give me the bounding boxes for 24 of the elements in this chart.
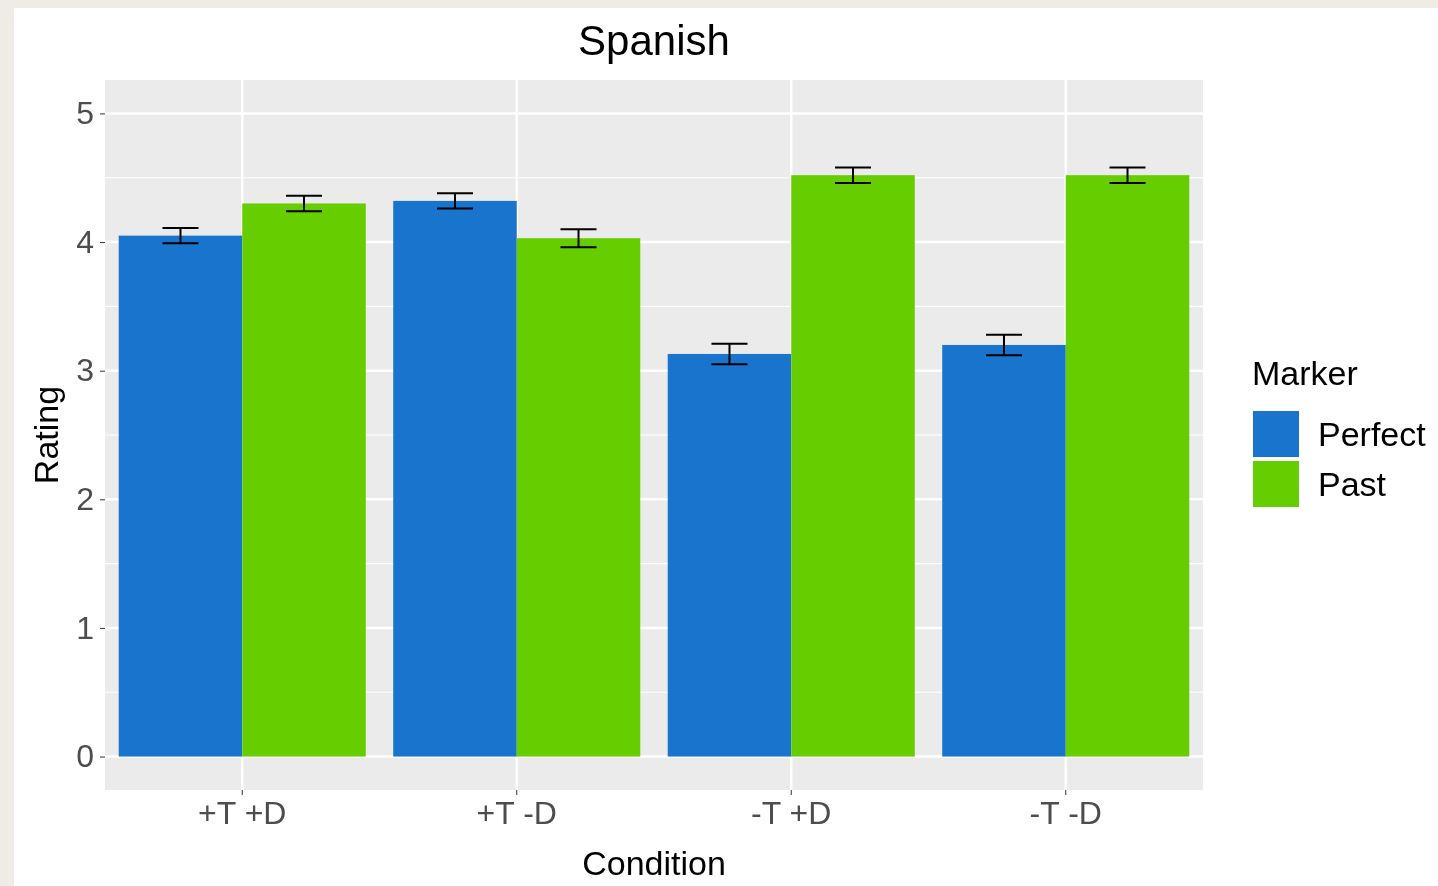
- y-tick-label: 5: [76, 95, 94, 132]
- bar: [118, 235, 243, 757]
- legend-label: Perfect: [1318, 415, 1427, 453]
- x-tick-label: -T -D: [1029, 794, 1102, 831]
- x-axis-title: Condition: [582, 844, 726, 882]
- y-axis-title: Rating: [27, 385, 65, 485]
- chart-title: Spanish: [578, 17, 730, 64]
- bar: [242, 203, 366, 757]
- y-tick-label: 1: [76, 609, 94, 646]
- y-tick-label: 0: [76, 738, 94, 775]
- bar: [942, 344, 1066, 757]
- y-tick-label: 3: [76, 352, 94, 389]
- y-tick-label: 2: [76, 481, 94, 518]
- legend-label: Past: [1318, 465, 1387, 503]
- x-tick-label: +T -D: [476, 794, 557, 831]
- bar: [1065, 175, 1190, 757]
- bar: [393, 200, 517, 757]
- legend-title: Marker: [1252, 354, 1358, 392]
- bar: [667, 353, 792, 757]
- bar: [516, 238, 641, 757]
- x-tick-label: +T +D: [198, 794, 287, 831]
- bar: [791, 175, 915, 757]
- y-tick-label: 4: [76, 223, 94, 260]
- x-tick-label: -T +D: [751, 794, 832, 831]
